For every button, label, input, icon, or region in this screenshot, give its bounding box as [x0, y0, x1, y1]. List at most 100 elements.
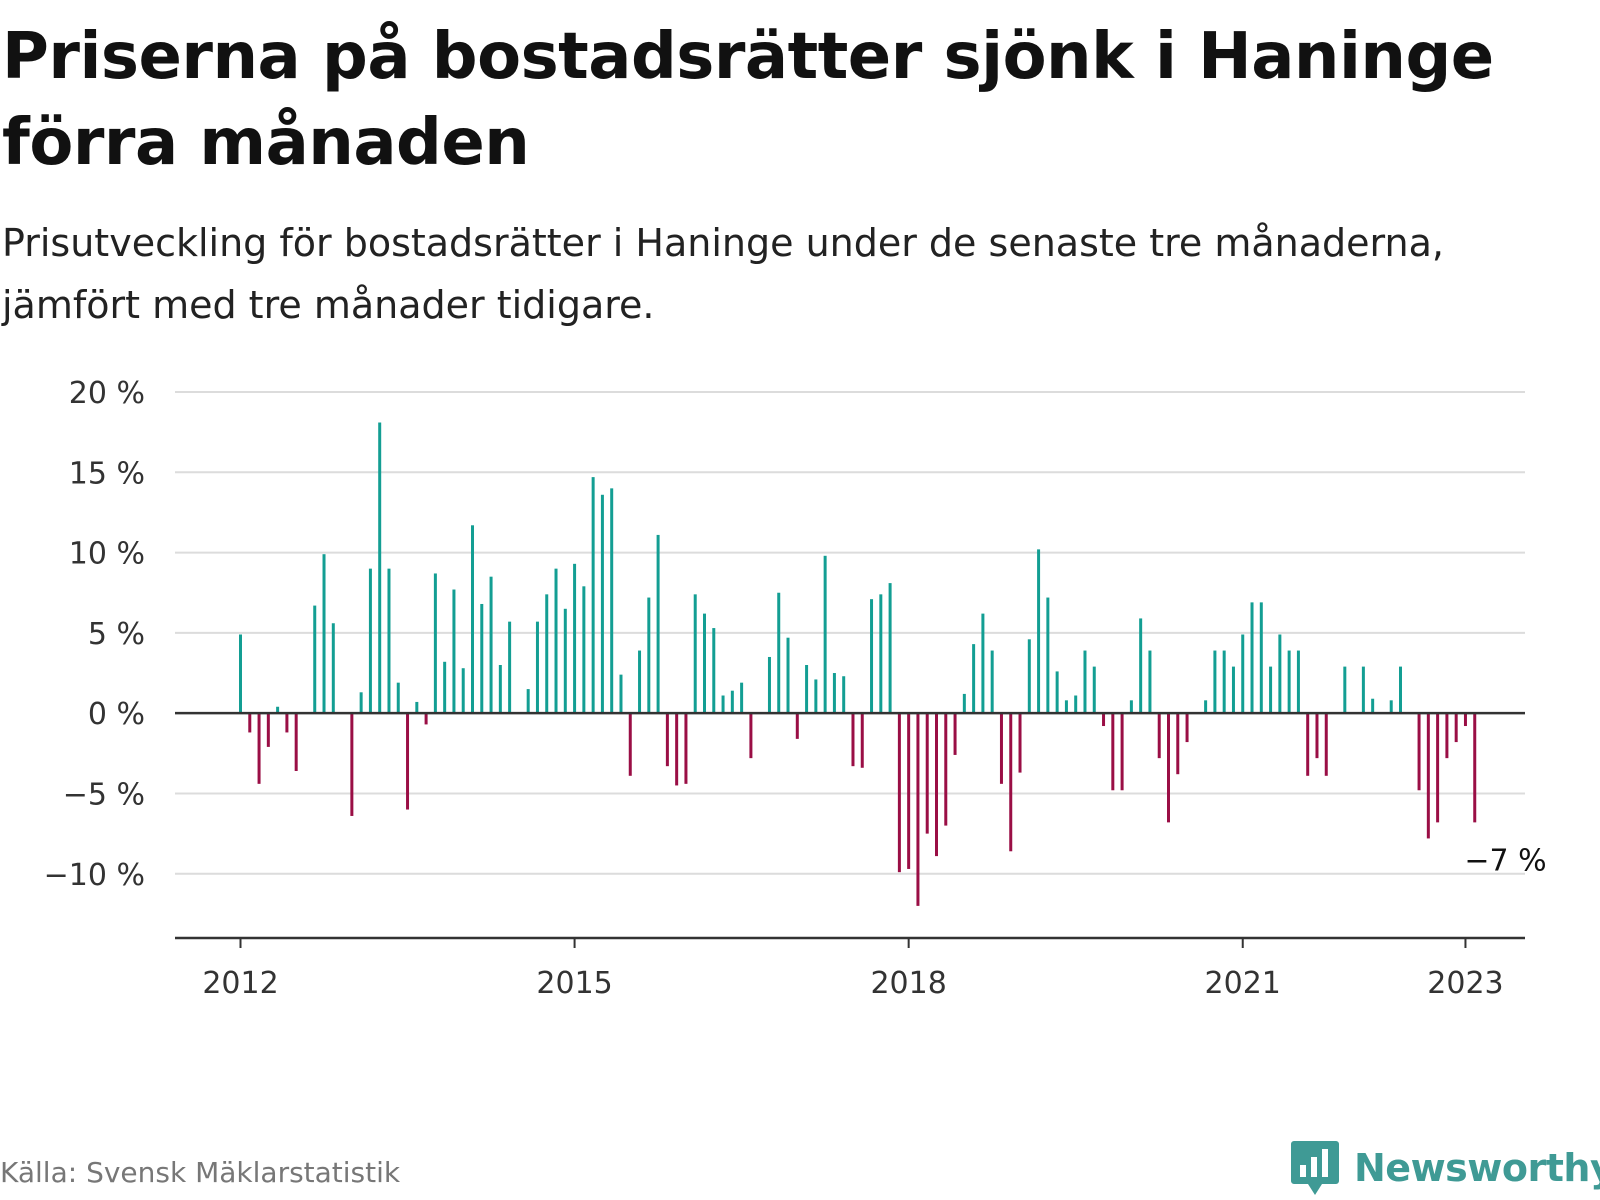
y-tick-label: −10 %: [44, 858, 145, 893]
bar-2021-06: [1287, 650, 1291, 714]
bar-2021-08: [1306, 713, 1310, 776]
bar-2013-03: [368, 568, 372, 714]
bar-2015-12: [675, 713, 679, 786]
bar-2012-07: [294, 713, 298, 771]
last-value-annotation: −7 %: [1464, 843, 1546, 878]
bar-2017-09: [870, 599, 874, 714]
bar-2020-01: [1129, 700, 1133, 714]
bar-2014-03: [480, 603, 484, 714]
x-tick-label: 2021: [1205, 966, 1281, 1001]
bar-2019-01: [1018, 713, 1022, 773]
bar-2018-02: [916, 713, 920, 906]
bar-2015-10: [656, 534, 660, 714]
bar-2016-05: [721, 695, 725, 714]
bar-2015-04: [600, 494, 604, 714]
bar-2013-04: [378, 422, 382, 714]
bar-2016-06: [730, 690, 734, 714]
bar-2012-01: [239, 634, 242, 714]
y-tick-label: 10 %: [69, 537, 145, 572]
bar-2021-07: [1296, 650, 1300, 714]
bar-2022-10: [1436, 713, 1440, 823]
bar-2017-12: [897, 713, 901, 873]
bar-2014-04: [489, 576, 493, 714]
bar-2019-08: [1083, 650, 1087, 714]
bar-2013-05: [387, 568, 391, 714]
chart-title: Priserna på bostadsrätter sjönk i Haning…: [2, 20, 1494, 180]
bar-2019-03: [1037, 549, 1041, 714]
bar-2022-09: [1426, 713, 1430, 839]
bar-2018-07: [962, 693, 966, 714]
bar-2015-11: [665, 713, 669, 767]
bar-2023-02: [1473, 713, 1477, 823]
bar-2016-03: [703, 613, 706, 714]
bars: [239, 422, 1477, 906]
bar-2013-06: [396, 682, 400, 714]
bar-2018-01: [907, 713, 911, 869]
x-axis-ticks: 2012 2015 2018 2021 2023: [202, 938, 1504, 1001]
y-tick-label: 0 %: [88, 697, 145, 732]
bar-2016-01: [684, 713, 688, 784]
annotations: −7 %: [1464, 843, 1546, 878]
bar-2019-06: [1064, 700, 1068, 714]
bar-2017-07: [851, 713, 855, 767]
bar-2018-12: [1009, 713, 1013, 852]
x-tick-label: 2015: [536, 966, 612, 1001]
bar-2019-12: [1120, 713, 1124, 791]
bar-2014-12: [563, 608, 567, 714]
bar-2018-04: [935, 713, 938, 857]
bar-2012-05: [276, 706, 280, 714]
bar-2017-11: [888, 583, 892, 714]
bar-2019-10: [1102, 713, 1106, 727]
bar-2021-12: [1343, 666, 1347, 714]
bar-2014-05: [498, 665, 502, 714]
bar-2020-02: [1139, 618, 1143, 714]
bar-2021-04: [1269, 666, 1273, 714]
brand-logo-block: Newsworthy: [1290, 1138, 1600, 1198]
bar-2019-11: [1111, 713, 1115, 791]
bar-2022-05: [1389, 700, 1393, 714]
axes: [175, 711, 1525, 940]
bar-2016-11: [777, 592, 781, 714]
bar-2014-11: [554, 568, 558, 714]
bar-2015-05: [610, 488, 614, 714]
bar-2021-10: [1324, 713, 1328, 776]
bar-2013-01: [350, 713, 354, 816]
bar-2017-08: [860, 713, 864, 768]
bar-2015-09: [647, 597, 651, 714]
y-tick-label: 5 %: [88, 617, 145, 652]
y-axis-ticks: 20 % 15 % 10 % 5 % 0 % −5 % −10 %: [44, 376, 145, 893]
gridlines: [175, 391, 1525, 875]
bar-2013-11: [443, 661, 447, 714]
source-note: Källa: Svensk Mäklarstatistik: [0, 1156, 401, 1189]
bar-2015-02: [582, 586, 586, 714]
bar-2017-10: [879, 594, 883, 714]
newsworthy-logo-icon: [1291, 1141, 1339, 1195]
bar-2014-01: [461, 668, 465, 714]
bar-2017-06: [842, 676, 846, 714]
chart-subtitle: Prisutveckling för bostadsrätter i Hanin…: [2, 221, 1444, 327]
bar-2018-08: [972, 644, 976, 714]
bar-2015-01: [573, 563, 577, 714]
bar-2015-06: [619, 674, 623, 714]
bar-2013-02: [359, 692, 363, 714]
bar-2012-09: [313, 605, 317, 714]
bar-2020-06: [1176, 713, 1180, 775]
bar-2021-01: [1241, 634, 1245, 714]
bar-2018-03: [925, 713, 929, 834]
bar-2018-05: [944, 713, 948, 826]
bar-2022-02: [1361, 666, 1365, 714]
bar-2021-05: [1278, 634, 1282, 714]
bar-2012-02: [248, 713, 252, 733]
bar-2016-08: [749, 713, 753, 759]
bar-2016-04: [712, 628, 716, 714]
bar-2015-07: [628, 713, 632, 776]
bar-2013-12: [452, 589, 456, 714]
bar-2013-07: [406, 713, 410, 810]
bar-2014-08: [526, 689, 530, 714]
bar-2014-06: [508, 621, 512, 714]
bar-2018-11: [999, 713, 1003, 784]
bar-2012-03: [257, 713, 261, 784]
bar-2013-08: [415, 701, 419, 714]
bar-2022-03: [1371, 698, 1375, 714]
bar-2022-12: [1454, 713, 1458, 743]
